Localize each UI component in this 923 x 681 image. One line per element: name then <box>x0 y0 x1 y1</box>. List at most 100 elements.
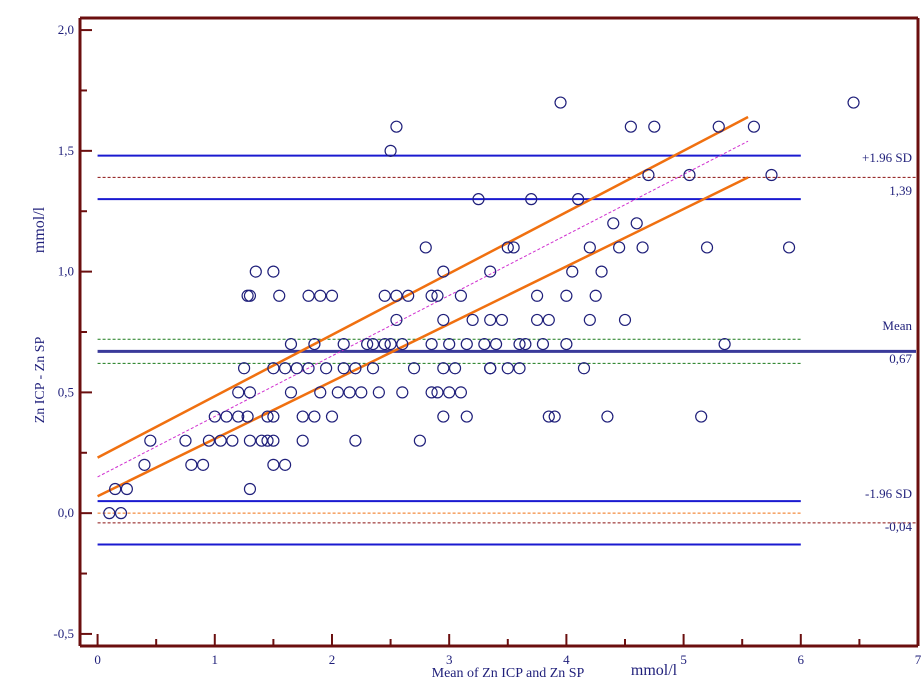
data-point <box>425 386 438 399</box>
data-point <box>214 434 227 447</box>
data-point <box>566 265 579 278</box>
data-point <box>384 144 397 157</box>
scatter-points-layer <box>103 96 860 520</box>
data-point <box>560 289 573 302</box>
x-axis-unit: mmol/l <box>631 662 678 679</box>
data-point <box>384 337 397 351</box>
data-point <box>636 241 649 254</box>
reference-lines-layer <box>97 154 916 546</box>
data-point <box>114 507 128 520</box>
data-point <box>501 362 514 375</box>
data-point <box>302 362 315 375</box>
data-point <box>243 482 257 496</box>
data-point <box>308 337 321 351</box>
data-point <box>284 386 298 399</box>
data-point <box>267 458 280 471</box>
data-point <box>618 313 632 327</box>
data-point <box>583 313 596 327</box>
lower-loa-label: -1.96 SD <box>865 486 912 501</box>
data-point <box>437 313 450 327</box>
data-point <box>548 410 561 423</box>
data-point <box>261 410 274 423</box>
data-point <box>613 241 626 254</box>
data-point <box>237 362 251 375</box>
data-point <box>484 362 497 375</box>
data-point <box>484 313 497 327</box>
annotations-layer: +1.96 SD 1,39 Mean 0,67 -1.96 SD -0,04 <box>862 150 912 534</box>
data-point <box>718 337 731 351</box>
data-point <box>695 410 708 423</box>
data-point <box>331 386 344 399</box>
data-point <box>601 410 614 423</box>
data-point <box>220 410 233 423</box>
data-point <box>261 434 274 447</box>
data-point <box>366 362 380 375</box>
data-point <box>642 168 655 182</box>
data-point <box>536 337 550 351</box>
x-tick-label: 5 <box>680 652 687 667</box>
data-point <box>542 313 555 327</box>
data-point <box>507 241 520 254</box>
data-point <box>413 434 426 447</box>
y-tick-label: 1,5 <box>58 143 74 158</box>
data-point <box>765 168 778 182</box>
data-point <box>196 458 210 471</box>
data-point <box>267 362 280 375</box>
data-point <box>372 386 385 399</box>
data-point <box>267 410 280 423</box>
data-point <box>448 362 462 375</box>
x-axis-title: Mean of Zn ICP and Zn SP mmol/l <box>432 662 678 681</box>
x-tick-label: 1 <box>212 652 219 667</box>
data-point <box>314 289 327 302</box>
regression-ci-upper <box>97 115 749 459</box>
data-point <box>425 289 438 302</box>
data-point <box>243 289 257 302</box>
data-point <box>431 386 444 399</box>
data-point <box>144 434 157 447</box>
data-point <box>284 337 298 351</box>
y-axis-unit: mmol/l <box>31 206 48 253</box>
data-point <box>407 362 421 375</box>
upper-loa-label: +1.96 SD <box>862 150 912 165</box>
data-point <box>179 434 192 447</box>
data-point <box>454 289 468 302</box>
data-point <box>530 313 544 327</box>
data-point <box>683 168 696 182</box>
data-point <box>202 434 216 447</box>
x-tick-label: 2 <box>329 652 336 667</box>
data-point <box>273 289 286 302</box>
data-point <box>648 120 661 133</box>
data-point <box>109 482 122 496</box>
data-point <box>513 362 526 375</box>
data-point <box>607 217 620 230</box>
mean-value: 0,67 <box>889 351 912 366</box>
data-point <box>337 362 350 375</box>
data-point <box>443 337 456 351</box>
data-point <box>554 96 567 109</box>
data-point <box>325 289 339 302</box>
axes-layer <box>78 16 920 648</box>
data-point <box>325 410 339 423</box>
data-point <box>495 313 509 327</box>
data-point <box>279 362 292 375</box>
data-point <box>355 386 368 399</box>
data-point <box>454 386 468 399</box>
y-tick-label: 2,0 <box>58 22 74 37</box>
y-tick-label: 0,0 <box>58 505 74 520</box>
data-point <box>337 337 350 351</box>
data-point <box>577 362 591 375</box>
data-point <box>530 289 544 302</box>
data-point <box>361 337 374 351</box>
data-point <box>343 386 356 399</box>
data-point <box>572 193 585 206</box>
data-point <box>700 241 714 254</box>
upper-loa-value: 1,39 <box>889 183 912 198</box>
data-point <box>484 265 497 278</box>
data-point <box>232 386 245 399</box>
data-point <box>402 289 415 302</box>
data-point <box>513 337 526 351</box>
data-point <box>349 434 362 447</box>
data-point <box>460 337 473 351</box>
regression-ci-lower <box>97 176 749 498</box>
data-point <box>302 289 315 302</box>
